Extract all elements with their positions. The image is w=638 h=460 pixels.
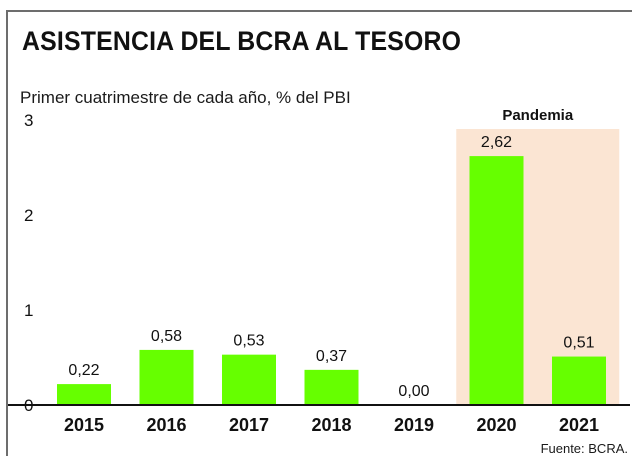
bar-2018 — [304, 369, 359, 405]
category-label-2019: 2019 — [394, 415, 434, 435]
category-label-2015: 2015 — [64, 415, 104, 435]
bar-2015 — [57, 384, 111, 405]
value-label-2019: 0,00 — [398, 383, 429, 400]
value-label-2015: 0,22 — [68, 362, 99, 379]
source-note: Fuente: BCRA. — [540, 441, 628, 456]
bar-2020 — [469, 156, 524, 405]
chart-title: ASISTENCIA DEL BCRA AL TESORO — [22, 26, 462, 56]
bar-2016 — [139, 349, 194, 405]
value-label-2021: 0,51 — [563, 335, 594, 352]
category-label-2021: 2021 — [559, 415, 599, 435]
chart-subtitle: Primer cuatrimestre de cada año, % del P… — [20, 88, 351, 107]
category-label-2017: 2017 — [229, 415, 269, 435]
value-label-2020: 2,62 — [481, 134, 512, 151]
bar-2021 — [552, 356, 606, 405]
pandemia-label: Pandemia — [502, 107, 574, 124]
value-label-2016: 0,58 — [151, 328, 182, 345]
chart-frame — [6, 10, 632, 456]
y-tick-label: 2 — [24, 206, 33, 225]
category-label-2018: 2018 — [311, 415, 351, 435]
y-tick-label: 3 — [24, 111, 33, 130]
category-label-2016: 2016 — [146, 415, 186, 435]
category-label-2020: 2020 — [476, 415, 516, 435]
y-tick-label: 1 — [24, 301, 33, 320]
bar-2017 — [222, 354, 276, 405]
value-label-2018: 0,37 — [316, 348, 347, 365]
value-label-2017: 0,53 — [233, 333, 264, 350]
